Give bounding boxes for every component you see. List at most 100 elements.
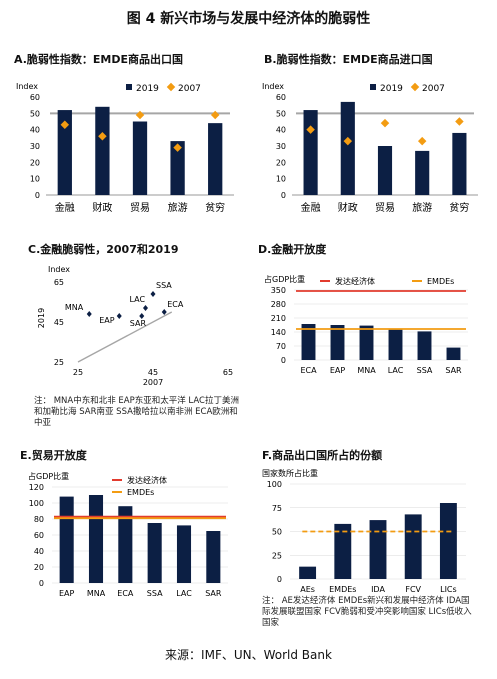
legend-label-2019: 2019 [380,84,403,94]
x-category-label: SSA [417,366,433,375]
point-label-sar: SAR [130,319,147,328]
y-tick-label: 0 [281,191,286,200]
y-tick-label: 25 [272,551,282,560]
x-category-label: 贸易 [375,202,395,214]
y-tick-label: 100 [29,499,44,508]
x-category-label: 旅游 [412,201,432,214]
y-tick-label: 10 [276,175,286,184]
x-category-label: 贫穷 [205,201,225,214]
point-eca [161,309,167,315]
y-tick-label: 20 [30,158,40,167]
bar-ssa [417,331,432,360]
y-tick-label: 70 [276,342,286,351]
y-tick-label: 50 [272,528,282,537]
legend-swatch-2019 [126,84,132,90]
legend-swatch-2007 [410,82,420,92]
panel-d-title: D.金融开放度 [258,243,327,256]
point-label-eap: EAP [99,316,115,325]
y-tick-label: 30 [276,142,286,151]
x-tick-label: 25 [73,368,83,377]
marker-2007-2 [135,110,145,120]
x-category-label: 贫穷 [449,201,469,214]
x-category-label: LAC [388,366,404,375]
bar-eap [330,325,345,360]
bar-ssa [147,523,162,583]
legend-label-1: EMDEs [427,277,454,286]
bar-2019-4 [452,132,467,195]
bar-2019-3 [415,150,430,195]
x-category-label: SAR [445,366,462,375]
y-tick-label: 40 [34,547,44,556]
point-label-ssa: SSA [156,281,172,290]
x-category-label: 金融 [55,201,75,214]
y-tick-label: 50 [30,109,40,118]
y-tick-label: 0 [281,356,286,365]
bar-2019-4 [208,123,223,195]
x-category-label: EAP [59,589,75,598]
marker-2007-3 [417,136,427,146]
x-category-label: MNA [357,366,376,375]
y-tick-label: 20 [34,563,44,572]
source-note: 来源：IMF、UN、World Bank [165,648,332,662]
legend-swatch-2007 [166,82,176,92]
chart-e: 占GDP比重 0 20 40 60 80 100 120 EAP MNA ECA SSA LAC SAR 发… [28,471,228,598]
y-tick-label: 120 [29,483,44,492]
bar-ida [369,520,387,579]
y-axis-label: Index [262,82,284,91]
marker-2007-4 [455,117,464,126]
point-label-eca: ECA [167,300,184,309]
legend-label-2007: 2007 [422,84,445,94]
chart-d: 占GDP比重 0 70 140 210 280 350 ECA EAP MNA LAC SSA SAR 发… [264,274,468,375]
marker-2007-3 [173,143,182,152]
point-label-mna: MNA [65,303,84,312]
y-tick-label: 20 [276,158,286,167]
y-tick-label: 60 [30,93,40,102]
legend-swatch-2019 [370,84,376,90]
y-tick-label: 0 [277,575,282,584]
y-axis-label: 占GDP比重 [28,471,69,481]
x-category-label: 财政 [92,201,112,214]
bar-sar [446,347,461,360]
bar-2019-1 [340,101,355,195]
bar-mna [88,495,104,583]
y-tick-label: 60 [34,531,44,540]
y-axis-label: 国家数所占比重 [262,468,318,478]
marker-2007-2 [380,118,390,128]
y-tick-label: 65 [54,278,64,287]
bar-emdes [334,523,352,579]
x-category-label: 财政 [338,201,358,214]
y-axis-label: 2019 [37,308,46,328]
bar-mna [359,325,374,360]
y-axis-label: 占GDP比重 [264,274,305,284]
point-ssa [150,291,156,297]
bar-2019-0 [303,110,318,195]
bar-2019-2 [377,146,393,195]
x-category-label: IDA [371,585,385,594]
bar-lac [388,329,403,360]
x-category-label: SSA [147,589,163,598]
y-tick-label: 210 [271,314,286,323]
x-category-label: EAP [330,366,346,375]
y-tick-label: 40 [276,126,286,135]
marker-2007-0 [60,120,70,130]
y-tick-label: 0 [35,191,40,200]
bar-aes [299,566,317,579]
panel-b-title: B.脆弱性指数：EMDE商品进口国 [264,53,433,66]
x-category-label: 旅游 [168,201,188,214]
y-tick-label: 30 [30,142,40,151]
marker-2007-1 [343,136,353,146]
bar-eap [59,496,74,583]
y-tick-label: 45 [54,318,64,327]
panel-c-title: C.金融脆弱性，2007和2019 [28,243,179,256]
bar-eca [301,324,316,360]
x-category-label: AEs [300,585,315,594]
chart-b: Index 0 10 20 30 40 50 60 金融 财政 贸易 旅游 贫穷 2019 2007 [262,82,478,214]
x-category-label: ECA [300,366,317,375]
x-tick-label: 65 [223,368,233,377]
legend-label-0: 发达经济体 [127,475,167,485]
x-category-label: EMDEs [329,585,356,594]
y-tick-label: 75 [272,504,282,513]
panel-f-note: 注： AE发达经济体 EMDEs新兴和发展中经济体 IDA国际发展联盟国家 FC… [262,596,472,628]
x-category-label: MNA [87,589,106,598]
